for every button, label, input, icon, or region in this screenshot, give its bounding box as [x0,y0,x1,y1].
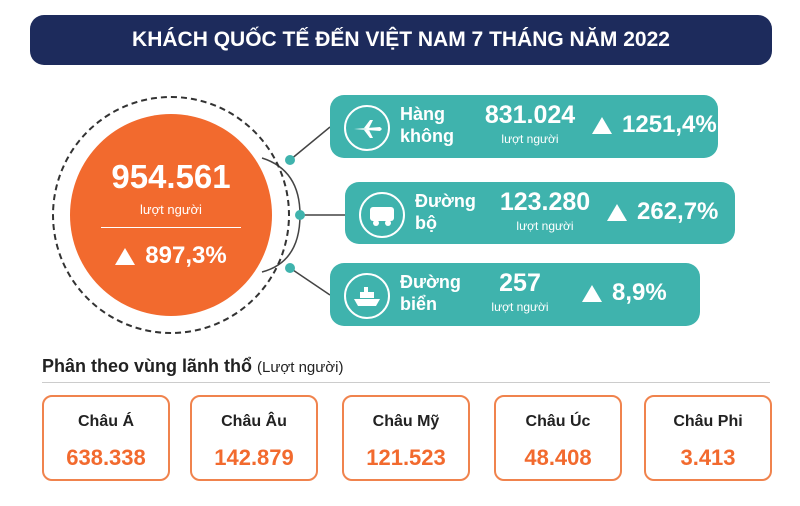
mode-value: 257 [499,269,541,297]
text: bộ [415,213,437,233]
section-title: Phân theo vùng lãnh thổ (Lượt người) [42,356,343,377]
total-circle: 954.561 lượt người 897,3% [70,114,272,316]
mode-growth: 8,9% [612,279,667,306]
mode-unit: lượt người [491,300,549,314]
region-box: Châu Úc 48.408 [494,395,622,481]
mode-growth: 262,7% [637,198,719,225]
total-unit: lượt người [140,202,202,217]
text: 48.408 [524,445,592,470]
text: 142.879 [214,445,294,470]
text: Hàng [400,104,445,124]
text: Châu Âu [221,413,287,430]
region-box: Châu Mỹ 121.523 [342,395,470,481]
mode-name: Hàng không [400,103,454,147]
text: Châu Á [78,413,134,430]
region-box: Châu Á 638.338 [42,395,170,481]
title: KHÁCH QUỐC TẾ ĐẾN VIỆT NAM 7 THÁNG NĂM 2… [30,15,772,65]
total-value: 954.561 [111,158,231,195]
mode-value: 831.024 [484,101,576,129]
mode-box: Hàng không 831.024 lượt người 1251,4% [330,95,718,158]
text: Châu Úc [525,413,591,430]
region-box: Châu Phi 3.413 [644,395,772,481]
mode-box: Đường biển 257 lượt người 8,9% [330,263,700,326]
mode-value: 123.280 [499,188,591,216]
text: 3.413 [680,445,736,470]
mode-unit: lượt người [516,219,574,233]
text: Châu Mỹ [372,413,440,430]
text: (Lượt người) [257,359,344,376]
region-box: Châu Âu 142.879 [190,395,318,481]
text: biển [400,294,438,314]
text: Châu Phi [673,413,743,430]
mode-name: Đường bộ [415,190,476,234]
text: Phân theo vùng lãnh thổ [42,356,252,376]
mode-name: Đường biển [400,271,461,315]
text: Đường [400,272,461,292]
text: Đường [415,191,476,211]
text: 638.338 [66,445,146,470]
divider [42,382,770,383]
mode-unit: lượt người [501,132,559,146]
mode-growth: 1251,4% [622,111,717,138]
text: 121.523 [366,445,446,470]
text: không [400,126,454,146]
dashed-ring [52,96,290,334]
mode-box: Đường bộ 123.280 lượt người 262,7% [345,182,735,244]
total-growth: 897,3% [145,242,227,269]
